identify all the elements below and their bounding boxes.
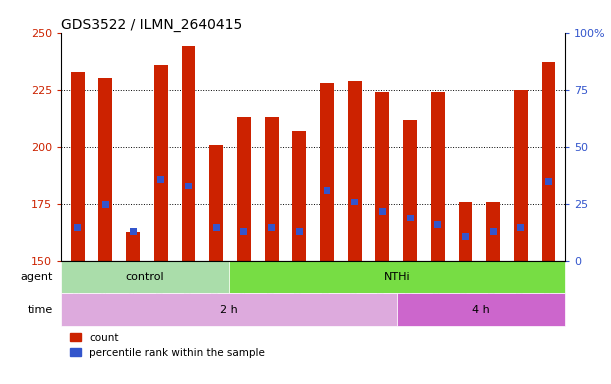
Bar	[397, 293, 565, 326]
Bar	[126, 232, 140, 262]
Bar	[241, 228, 247, 235]
Bar	[61, 293, 397, 326]
Bar	[431, 92, 445, 262]
Bar	[462, 233, 469, 240]
Text: 2 h: 2 h	[220, 305, 238, 314]
Bar	[486, 202, 500, 262]
Bar	[323, 187, 331, 194]
Bar	[541, 62, 555, 262]
Bar	[237, 117, 251, 262]
Bar	[71, 71, 85, 262]
Bar	[406, 215, 414, 222]
Bar	[375, 92, 389, 262]
Bar	[98, 78, 112, 262]
Text: time: time	[27, 305, 53, 314]
Bar	[210, 145, 223, 262]
Bar	[348, 81, 362, 262]
Bar	[229, 262, 565, 293]
Bar	[61, 262, 229, 293]
Bar	[296, 228, 303, 235]
Bar	[403, 119, 417, 262]
Bar	[158, 175, 164, 182]
Bar	[102, 201, 109, 208]
Bar	[545, 178, 552, 185]
Bar	[213, 224, 220, 230]
Bar	[265, 117, 279, 262]
Text: NTHi: NTHi	[384, 273, 411, 283]
Text: control: control	[126, 273, 164, 283]
Bar	[379, 208, 386, 215]
Bar	[351, 199, 358, 205]
Bar	[434, 222, 441, 228]
Bar	[181, 46, 196, 262]
Bar	[268, 224, 275, 230]
Bar	[458, 202, 472, 262]
Bar	[185, 182, 192, 189]
Bar	[154, 65, 168, 262]
Text: 4 h: 4 h	[472, 305, 490, 314]
Text: GDS3522 / ILMN_2640415: GDS3522 / ILMN_2640415	[61, 18, 243, 31]
Bar	[130, 228, 137, 235]
Bar	[518, 224, 524, 230]
Bar	[514, 90, 528, 262]
Text: agent: agent	[20, 273, 53, 283]
Bar	[320, 83, 334, 262]
Bar	[75, 224, 81, 230]
Legend: count, percentile rank within the sample: count, percentile rank within the sample	[67, 329, 269, 362]
Bar	[293, 131, 306, 262]
Bar	[489, 228, 497, 235]
